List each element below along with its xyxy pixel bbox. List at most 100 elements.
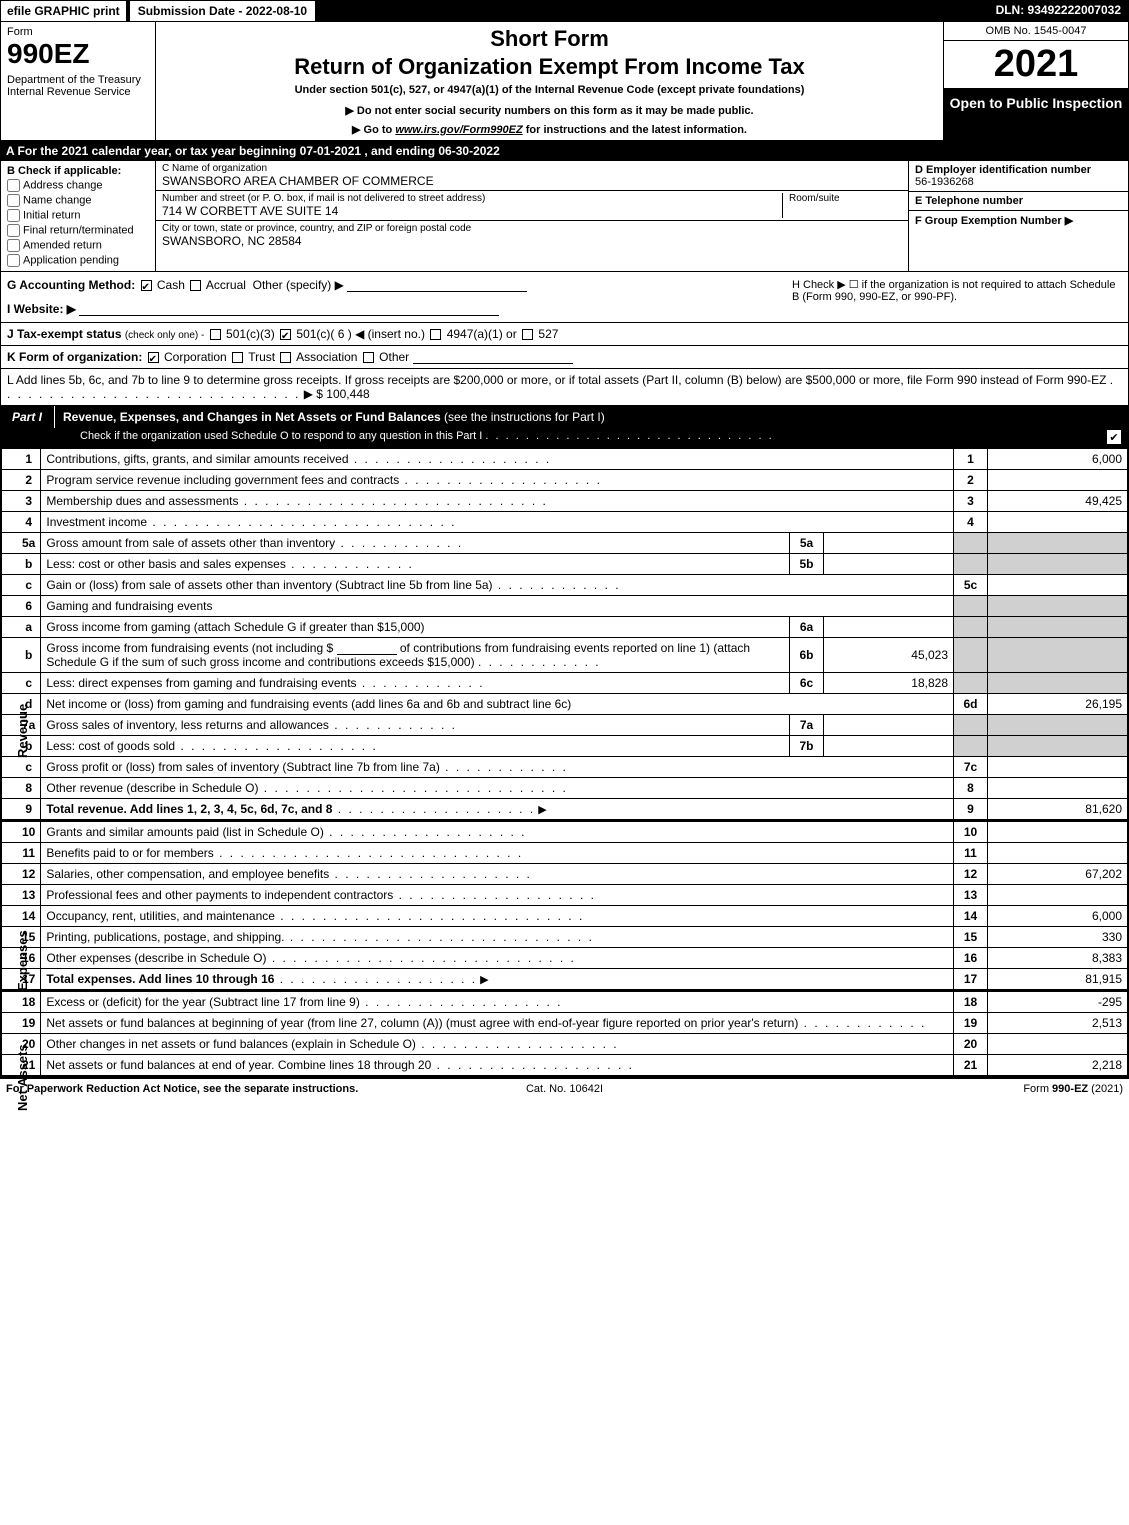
l1-amt: 6,000 <box>988 449 1128 470</box>
chk-association[interactable] <box>280 352 291 363</box>
line-18: 18 Excess or (deficit) for the year (Sub… <box>2 992 1128 1013</box>
chk-initial-return-box[interactable] <box>7 209 20 222</box>
l15-amt: 330 <box>988 927 1128 948</box>
section-b-header: B Check if applicable: <box>7 165 149 177</box>
chk-501c[interactable] <box>280 329 291 340</box>
revenue-section: Revenue 1 Contributions, gifts, grants, … <box>0 448 1129 821</box>
line-7a: 7a Gross sales of inventory, less return… <box>2 715 1128 736</box>
l12-ln: 12 <box>954 864 988 885</box>
l5c-amt <box>988 575 1128 596</box>
chk-address-change-box[interactable] <box>7 179 20 192</box>
other-org-field[interactable] <box>413 350 573 364</box>
chk-address-change[interactable]: Address change <box>7 179 149 192</box>
l19-amt: 2,513 <box>988 1013 1128 1034</box>
line-3: 3 Membership dues and assessments 3 49,4… <box>2 491 1128 512</box>
line-6a: a Gross income from gaming (attach Sched… <box>2 617 1128 638</box>
line-11: 11 Benefits paid to or for members 11 <box>2 843 1128 864</box>
l12-desc: Salaries, other compensation, and employ… <box>41 864 954 885</box>
irs-link[interactable]: www.irs.gov/Form990EZ <box>395 124 522 136</box>
line-12: 12 Salaries, other compensation, and emp… <box>2 864 1128 885</box>
l4-num: 4 <box>2 512 41 533</box>
part1-title: Revenue, Expenses, and Changes in Net As… <box>55 406 1129 428</box>
chk-name-change-label: Name change <box>23 194 92 206</box>
line-4: 4 Investment income 4 <box>2 512 1128 533</box>
expenses-section: Expenses 10 Grants and similar amounts p… <box>0 821 1129 991</box>
row-h-schedule-b: H Check ▶ ☐ if the organization is not r… <box>792 278 1122 316</box>
footer-mid: Cat. No. 10642I <box>378 1083 750 1095</box>
efile-print-label[interactable]: efile GRAPHIC print <box>0 0 127 22</box>
part1-tab: Part I <box>0 406 55 428</box>
chk-initial-return[interactable]: Initial return <box>7 209 149 222</box>
topbar-spacer <box>316 0 987 22</box>
l6b-shade2 <box>988 638 1128 673</box>
l5c-desc: Gain or (loss) from sale of assets other… <box>41 575 954 596</box>
chk-other-org[interactable] <box>363 352 374 363</box>
row-j-tax-exempt: J Tax-exempt status (check only one) - 5… <box>0 323 1129 346</box>
l21-ln: 21 <box>954 1055 988 1076</box>
header-mid: Short Form Return of Organization Exempt… <box>156 22 943 140</box>
l6-shade2 <box>988 596 1128 617</box>
chk-final-return-box[interactable] <box>7 224 20 237</box>
l5b-num: b <box>2 554 41 575</box>
chk-amended-return[interactable]: Amended return <box>7 239 149 252</box>
section-def: D Employer identification number 56-1936… <box>908 161 1128 271</box>
l18-ln: 18 <box>954 992 988 1013</box>
chk-final-return[interactable]: Final return/terminated <box>7 224 149 237</box>
line-2: 2 Program service revenue including gove… <box>2 470 1128 491</box>
row-g-label: G Accounting Method: <box>7 278 135 292</box>
l6a-desc: Gross income from gaming (attach Schedul… <box>41 617 790 638</box>
l18-amt: -295 <box>988 992 1128 1013</box>
l5b-shade1 <box>954 554 988 575</box>
chk-527[interactable] <box>522 329 533 340</box>
l5b-desc: Less: cost or other basis and sales expe… <box>41 554 790 575</box>
l15-ln: 15 <box>954 927 988 948</box>
l9-ln: 9 <box>954 799 988 820</box>
chk-initial-return-label: Initial return <box>23 209 80 221</box>
part1-check-box[interactable]: ✔ <box>1107 430 1121 444</box>
l1-desc: Contributions, gifts, grants, and simila… <box>41 449 954 470</box>
revenue-table: 1 Contributions, gifts, grants, and simi… <box>1 448 1128 820</box>
website-field[interactable] <box>79 302 499 316</box>
telephone-label: E Telephone number <box>915 195 1122 207</box>
l7c-ln: 7c <box>954 757 988 778</box>
chk-name-change[interactable]: Name change <box>7 194 149 207</box>
footer-right: Form 990-EZ (2021) <box>751 1083 1123 1095</box>
footer-right-bold: 990-EZ <box>1052 1083 1088 1095</box>
line-13: 13 Professional fees and other payments … <box>2 885 1128 906</box>
ein-value: 56-1936268 <box>915 176 1122 188</box>
footer-right-pre: Form <box>1023 1083 1052 1095</box>
chk-4947[interactable] <box>430 329 441 340</box>
city-value: SWANSBORO, NC 28584 <box>162 234 902 248</box>
chk-application-pending-box[interactable] <box>7 254 20 267</box>
l6b-desc1: Gross income from fundraising events (no… <box>46 641 333 655</box>
l20-amt <box>988 1034 1128 1055</box>
l1-num: 1 <box>2 449 41 470</box>
chk-501c3[interactable] <box>210 329 221 340</box>
l13-ln: 13 <box>954 885 988 906</box>
chk-application-pending[interactable]: Application pending <box>7 254 149 267</box>
l18-num: 18 <box>2 992 41 1013</box>
chk-cash[interactable] <box>141 280 152 291</box>
chk-amended-return-box[interactable] <box>7 239 20 252</box>
part1-check-text-inner: Check if the organization used Schedule … <box>80 430 482 442</box>
line-6d: d Net income or (loss) from gaming and f… <box>2 694 1128 715</box>
l14-num: 14 <box>2 906 41 927</box>
row-j-sub: (check only one) - <box>125 330 204 341</box>
part1-header: Part I Revenue, Expenses, and Changes in… <box>0 406 1129 428</box>
chk-accrual[interactable] <box>190 280 201 291</box>
other-specify-field[interactable] <box>347 278 527 292</box>
l6b-contrib-field[interactable] <box>337 641 397 655</box>
l3-desc: Membership dues and assessments <box>41 491 954 512</box>
chk-trust[interactable] <box>232 352 243 363</box>
chk-corporation[interactable] <box>148 352 159 363</box>
l5a-shade2 <box>988 533 1128 554</box>
net-assets-side-label: Net Assets <box>15 1044 30 1111</box>
l20-ln: 20 <box>954 1034 988 1055</box>
net-assets-table: 18 Excess or (deficit) for the year (Sub… <box>1 991 1128 1076</box>
footer-left: For Paperwork Reduction Act Notice, see … <box>6 1083 378 1095</box>
l9-desc: Total revenue. Add lines 1, 2, 3, 4, 5c,… <box>41 799 954 820</box>
l6b-sub: 6b <box>790 638 824 673</box>
chk-name-change-box[interactable] <box>7 194 20 207</box>
row-k-form-of-org: K Form of organization: Corporation Trus… <box>0 346 1129 369</box>
l20-desc: Other changes in net assets or fund bala… <box>41 1034 954 1055</box>
